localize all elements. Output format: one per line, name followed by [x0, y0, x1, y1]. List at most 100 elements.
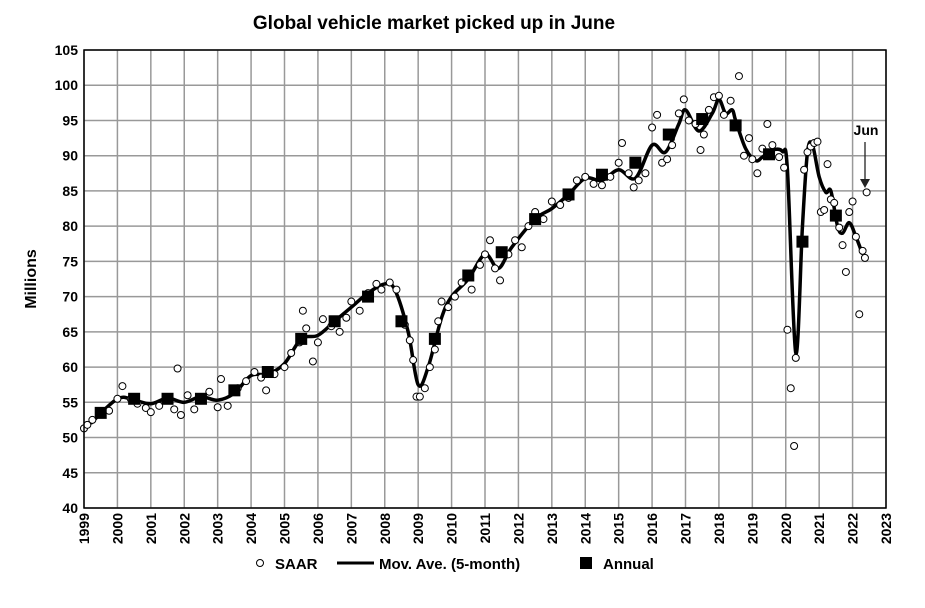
saar-point — [355, 306, 364, 315]
annual-marker — [696, 113, 709, 126]
saar-point — [496, 276, 505, 285]
annual-marker — [729, 119, 742, 132]
saar-point — [392, 285, 401, 294]
saar-point — [841, 267, 850, 276]
moving-average-line — [89, 97, 865, 425]
x-tick-label: 2016 — [644, 513, 660, 544]
x-tick-label: 2007 — [343, 513, 359, 544]
saar-point — [223, 401, 232, 410]
chart-title: Global vehicle market picked up in June — [253, 13, 615, 34]
y-tick-label: 95 — [62, 112, 78, 128]
saar-point — [813, 137, 822, 146]
saar-point — [118, 382, 127, 391]
y-tick-label: 80 — [62, 218, 78, 234]
saar-point — [213, 403, 222, 412]
saar-point — [783, 325, 792, 334]
saar-point — [744, 134, 753, 143]
saar-point — [434, 317, 443, 326]
y-tick-label: 45 — [62, 465, 78, 481]
y-tick-label: 65 — [62, 324, 78, 340]
saar-point — [511, 236, 520, 245]
annual-marker — [395, 315, 408, 328]
jun-annotation: Jun — [854, 122, 879, 188]
y-tick-label: 70 — [62, 289, 78, 305]
saar-point — [437, 297, 446, 306]
saar-point — [668, 141, 677, 150]
arrow-head-icon — [860, 179, 870, 188]
saar-point — [775, 153, 784, 162]
annual-marker — [128, 392, 141, 405]
saar-point — [618, 139, 627, 148]
saar-point — [589, 179, 598, 188]
saar-point — [308, 357, 317, 366]
saar-point — [581, 172, 590, 181]
x-tick-label: 2005 — [277, 513, 293, 544]
saar-point — [318, 315, 327, 324]
annual-marker — [629, 156, 642, 169]
annual-marker — [261, 366, 274, 379]
annual-marker — [595, 168, 608, 181]
annual-marker — [763, 148, 776, 161]
saar-point — [679, 95, 688, 104]
annotation-label: Jun — [854, 122, 879, 138]
saar-point — [302, 324, 311, 333]
plot-frame — [83, 49, 887, 509]
x-tick-label: 2013 — [544, 513, 560, 544]
x-tick-label: 2018 — [711, 513, 727, 544]
x-tick-label: 2001 — [143, 513, 159, 544]
x-tick-label: 2011 — [477, 513, 493, 544]
saar-point — [113, 394, 122, 403]
saar-point — [250, 368, 259, 377]
saar-point — [205, 387, 214, 396]
legend-saar-marker — [256, 559, 264, 567]
x-tick-label: 2002 — [176, 513, 192, 544]
saar-point — [734, 72, 743, 81]
saar-point — [674, 109, 683, 118]
x-tick-label: 2017 — [678, 513, 694, 544]
annual-marker — [462, 269, 475, 282]
saar-point — [88, 415, 97, 424]
saar-point — [409, 356, 418, 365]
saar-point — [855, 310, 864, 319]
saar-point — [141, 403, 150, 412]
saar-point — [714, 91, 723, 100]
annual-marker — [529, 213, 542, 226]
saar-point — [342, 313, 351, 322]
saar-point — [475, 260, 484, 269]
saar-point — [385, 278, 394, 287]
annual-marker — [94, 406, 107, 419]
saar-point — [420, 384, 429, 393]
saar-point — [242, 377, 251, 386]
x-ticks: 1999 2000 2001 2002 2003 2004 2005 2006 2007 2008… — [76, 513, 894, 544]
x-tick-label: 2012 — [510, 513, 526, 544]
y-tick-label: 60 — [62, 359, 78, 375]
saar-point — [634, 176, 643, 185]
saar-point — [313, 338, 322, 347]
x-tick-label: 2006 — [310, 513, 326, 544]
saar-point — [155, 401, 164, 410]
saar-point — [597, 181, 606, 190]
saar-point — [572, 176, 581, 185]
x-tick-label: 2010 — [444, 513, 460, 544]
annual-marker — [295, 332, 308, 345]
saar-point — [372, 279, 381, 288]
annual-marker — [328, 315, 341, 328]
x-tick-label: 2004 — [243, 513, 259, 544]
saar-point — [748, 155, 757, 164]
y-axis-label: Millions — [23, 249, 40, 309]
y-tick-label: 100 — [55, 77, 79, 93]
saar-point — [641, 169, 650, 178]
saar-point — [848, 197, 857, 206]
saar-point — [862, 188, 871, 197]
saar-point — [699, 130, 708, 139]
saar-point — [768, 141, 777, 150]
y-tick-label: 90 — [62, 148, 78, 164]
saar-point — [726, 96, 735, 105]
x-tick-label: 1999 — [76, 513, 92, 544]
y-tick-label: 50 — [62, 430, 78, 446]
saar-point — [858, 246, 867, 255]
x-tick-label: 2019 — [744, 513, 760, 544]
saar-point — [719, 110, 728, 119]
saar-point — [624, 169, 633, 178]
y-tick-label: 55 — [62, 394, 78, 410]
